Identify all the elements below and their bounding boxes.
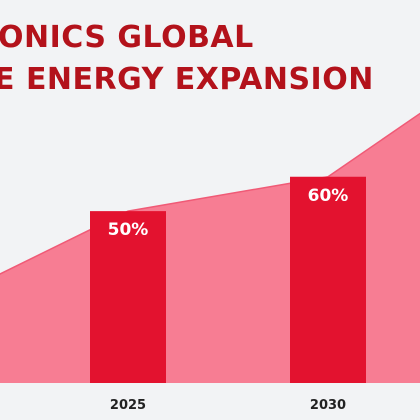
chart-title-line-1: ONICS GLOBAL <box>0 20 254 55</box>
x-tick-label-0: 2025 <box>110 398 146 413</box>
bar-0 <box>90 211 166 383</box>
area-outline <box>0 112 420 275</box>
bar-label-1: 60% <box>308 186 349 206</box>
chart-title-line-2: E ENERGY EXPANSION <box>0 62 374 97</box>
x-tick-label-1: 2030 <box>310 398 346 413</box>
bar-1 <box>290 176 366 383</box>
bar-label-0: 50% <box>108 220 149 240</box>
